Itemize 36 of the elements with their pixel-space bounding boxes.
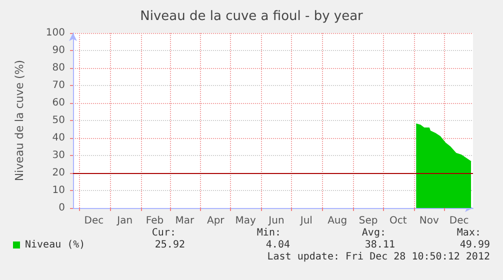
text: 49.99: [460, 240, 490, 250]
x-tick-label: Sep: [358, 216, 378, 226]
y-tick-label: 40: [52, 132, 65, 144]
text: Max:: [456, 228, 481, 238]
x-tick-label: Nov: [419, 216, 439, 226]
y-tick-label: 100: [46, 28, 65, 38]
y-tick-label: 80: [52, 62, 65, 74]
text: 25.92: [154, 240, 185, 250]
y-tick-label: 50: [52, 115, 65, 126]
y-axis-title: Niveau de la cuve (%): [13, 60, 26, 182]
text: 4.04: [266, 240, 290, 250]
y-tick-label: 20: [52, 168, 65, 178]
y-tick-label: 0: [58, 202, 65, 214]
y-tick-label: 90: [52, 45, 65, 56]
x-tick-label: Dec: [449, 216, 469, 226]
x-tick-label: Mar: [175, 216, 196, 226]
x-tick-label: Dec: [84, 216, 104, 226]
x-tick-label: Aug: [328, 216, 348, 226]
x-tick-label: Oct: [390, 216, 407, 226]
x-tick-label: Feb: [146, 216, 164, 226]
text: Min:: [256, 228, 281, 238]
text: Avg:: [362, 228, 386, 238]
text: Last update: Fri Dec 28 10:50:12 2012: [267, 252, 490, 262]
x-tick-label: Apr: [206, 216, 226, 226]
x-tick-label: Jan: [116, 216, 133, 226]
x-tick-label: May: [235, 216, 256, 226]
y-tick-label: 70: [52, 80, 65, 91]
legend-label: Niveau (%): [25, 240, 86, 250]
x-tick-label: Jun: [268, 216, 284, 226]
chart-title: Niveau de la cuve a fioul - by year: [140, 9, 364, 24]
y-tick-label: 10: [52, 185, 65, 196]
y-tick-label: 60: [52, 98, 65, 108]
text: Cur:: [152, 228, 176, 238]
text: 38.11: [364, 240, 395, 250]
x-tick-label: Jul: [299, 216, 312, 226]
y-tick-label: 30: [52, 150, 65, 161]
